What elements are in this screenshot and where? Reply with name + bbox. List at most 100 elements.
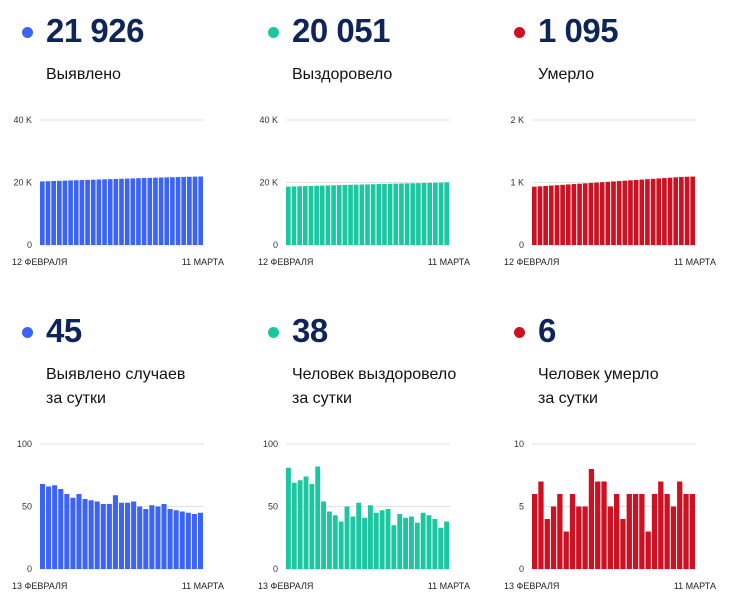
bar [131,501,137,569]
bar [639,494,645,569]
bar [185,512,191,569]
bar [45,181,51,245]
x-start-label: 12 ФЕВРАЛЯ [504,257,559,267]
y-tick-label: 20 K [13,178,32,188]
bar [40,484,46,569]
bar [607,506,613,569]
bar [136,178,141,245]
stat-number: 20 051 [292,12,390,49]
bar [667,177,673,245]
bar [181,176,187,245]
bar [645,531,651,569]
x-end-label: 11 МАРТА [428,257,470,267]
bar [58,489,64,569]
legend-dot [514,327,525,338]
x-start-label: 12 ФЕВРАЛЯ [258,257,313,267]
bar [689,494,695,569]
bar [601,481,607,569]
bar [187,176,192,245]
bar [365,184,370,246]
panel-cases-daily: 45 Выявлено случаев за сутки 0 50 100 13 ФЕВРА… [0,300,243,600]
bar [102,179,107,245]
bar [73,180,79,245]
bar [118,502,125,569]
y-tick-label: 10 [514,439,524,449]
bar [393,183,399,246]
bar [158,177,164,245]
bar [52,485,58,569]
bar [137,506,143,569]
stat-number: 6 [538,312,556,349]
bar [124,178,130,245]
bar [633,179,639,245]
bar [550,506,557,569]
y-tick-label: 50 [268,502,278,512]
bar [444,182,449,245]
panel-cases-total: 21 926 Выявлено 0 20 K 40 K 12 ФЕВРАЛЯ 11 МАРТ… [0,0,243,300]
bar [594,182,599,245]
bar [432,519,438,569]
bar [350,516,356,569]
bar [626,494,632,569]
x-end-label: 11 МАРТА [182,257,224,267]
bar [107,179,113,246]
bar [179,511,185,569]
y-tick-label: 40 K [259,115,278,125]
bar [82,499,88,569]
bar [616,181,622,245]
bar [543,185,548,245]
bar [291,186,297,245]
bar [557,494,563,569]
bar [385,509,391,569]
bar [421,183,427,245]
bar [336,185,342,245]
bar [314,185,319,245]
y-tick-label: 0 [519,564,524,574]
bar [677,481,683,569]
bar [409,516,414,569]
bar [167,509,173,569]
bar [403,517,408,569]
x-end-label: 11 МАРТА [674,581,716,591]
x-start-label: 13 ФЕВРАЛЯ [504,581,559,591]
bar [321,501,326,569]
stat-label-line: Выявлено [46,66,121,83]
bar [628,180,633,245]
bar [297,186,302,245]
bar-chart: 0 1 K 2 K 12 ФЕВРАЛЯ 11 МАРТА [504,115,716,267]
stat-number: 21 926 [46,12,144,49]
bar [614,494,620,569]
bar [100,504,106,569]
panel-recovered-daily: 38 Человек выздоровело за сутки 0 50 100 13 ФЕ… [246,300,489,600]
stat-number: 45 [46,312,82,349]
y-tick-label: 100 [263,439,278,449]
stat-label-line: за сутки [292,390,352,407]
stat-label-line: Человек выздоровело [292,366,457,383]
bar [302,186,308,245]
bar [639,179,645,245]
bar [690,176,695,245]
bar [645,179,650,245]
bar [331,185,336,245]
legend-dot [268,327,279,338]
bar [595,481,601,569]
bar [191,514,197,569]
bar [673,177,679,245]
bar [532,494,538,569]
bar [569,494,576,569]
bar [197,512,203,569]
bar [327,511,332,569]
x-end-label: 11 МАРТА [182,581,224,591]
bar [544,519,550,569]
bar [397,514,403,569]
y-tick-label: 40 K [13,115,32,125]
bar [670,506,677,569]
bar [662,178,667,245]
bar [427,182,433,246]
bar [656,178,662,245]
bar [192,176,198,246]
bar [632,494,639,569]
bar [143,509,149,569]
bar-chart: 0 50 100 13 ФЕВРАЛЯ 11 МАРТА [12,439,224,591]
bar [353,184,359,245]
